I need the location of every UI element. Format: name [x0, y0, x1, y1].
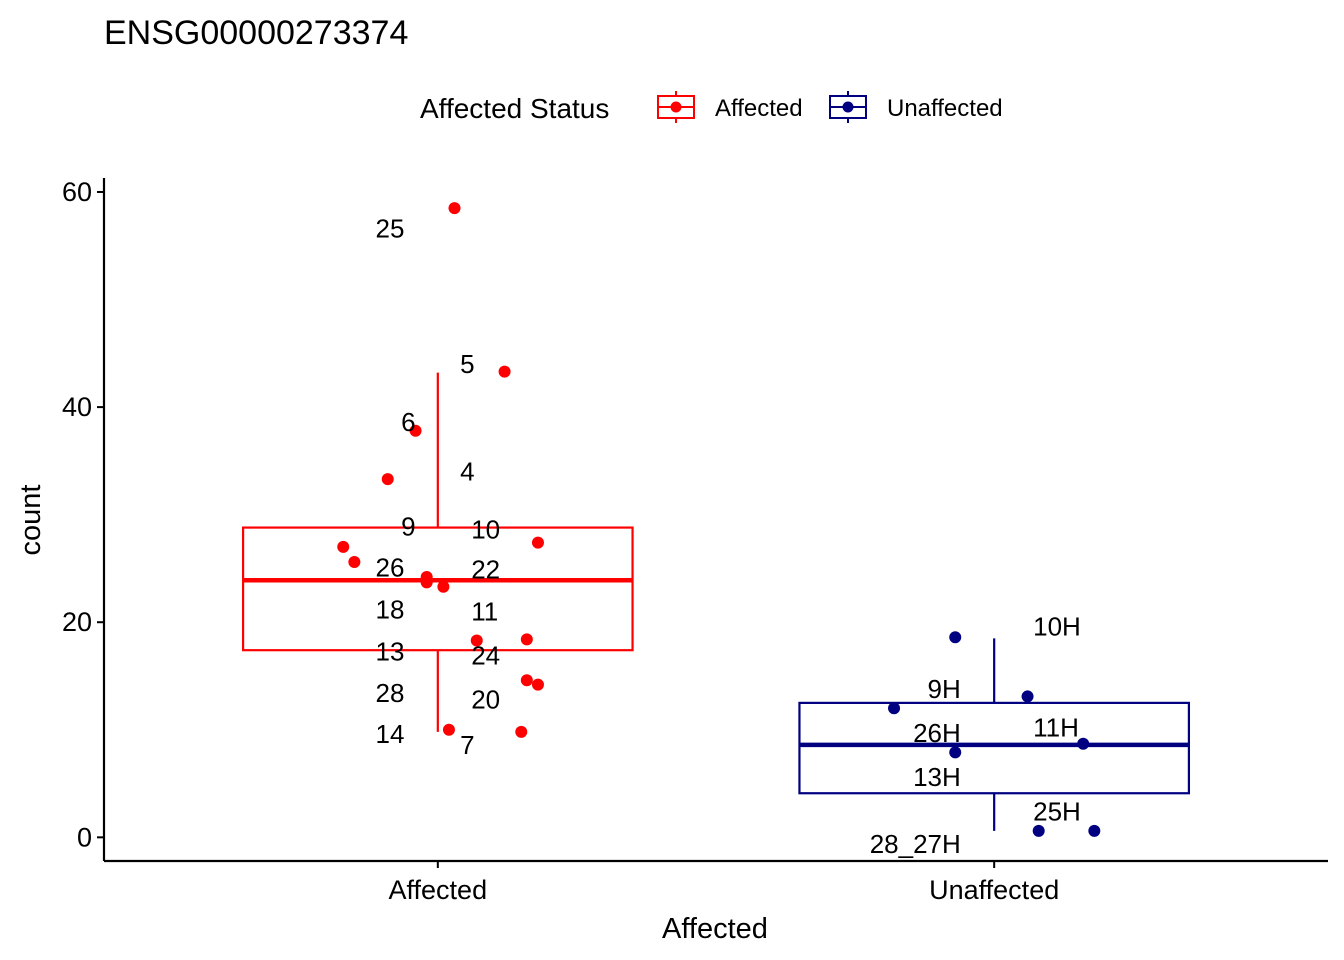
- legend-key-point: [842, 101, 854, 113]
- point-label: 4: [460, 457, 474, 487]
- y-axis-title: count: [15, 485, 47, 556]
- point-label: 11: [471, 596, 498, 626]
- box: [241, 526, 634, 652]
- point-label: 6: [401, 407, 415, 437]
- point-label: 24: [471, 641, 500, 671]
- legend-entry-unaffected: Unaffected: [829, 91, 1003, 123]
- point-label: 5: [460, 349, 474, 379]
- legend-entry-affected: Affected: [657, 91, 803, 123]
- plot-area: 0 20 40 60 Affected Unaffected 25 5 6 4 9 10 26 22 18…: [62, 177, 1328, 905]
- point-label: 10H: [1033, 612, 1081, 642]
- data-point: [409, 424, 422, 437]
- box: [798, 701, 1191, 795]
- point-label: 14: [376, 719, 405, 749]
- point-label: 11H: [1033, 713, 1079, 743]
- data-point: [1032, 824, 1045, 837]
- point-label: 13H: [913, 762, 961, 792]
- data-point: [437, 580, 450, 593]
- data-point: [498, 365, 511, 378]
- y-tick-label: 0: [77, 822, 92, 852]
- data-point: [381, 473, 394, 486]
- data-point: [1077, 737, 1090, 750]
- point-label: 9: [401, 511, 415, 541]
- data-point: [888, 702, 901, 715]
- point-label: 9H: [928, 674, 961, 704]
- data-point: [1021, 690, 1034, 703]
- data-point: [420, 576, 433, 589]
- data-point: [949, 746, 962, 759]
- data-point: [448, 202, 461, 215]
- data-point: [531, 536, 544, 549]
- x-tick-label: Unaffected: [929, 875, 1059, 905]
- data-point: [470, 634, 483, 647]
- x-tick-label: Affected: [389, 875, 488, 905]
- legend-label: Affected: [715, 95, 803, 122]
- point-label: 10: [471, 515, 500, 545]
- point-label: 13: [376, 636, 405, 666]
- x-axis-title: Affected: [662, 913, 768, 945]
- point-label: 26: [376, 552, 405, 582]
- data-point: [1088, 824, 1101, 837]
- point-label: 26H: [913, 718, 961, 748]
- point-label: 25H: [1033, 797, 1081, 827]
- data-point: [531, 678, 544, 691]
- point-label: 20: [471, 685, 500, 715]
- chart-title: ENSG00000273374: [104, 14, 408, 52]
- point-label: 28: [376, 678, 405, 708]
- y-tick-label: 40: [62, 392, 92, 422]
- data-point: [515, 725, 528, 738]
- boxplot-affected: [241, 372, 634, 732]
- legend-key-point: [670, 101, 682, 113]
- point-label: 7: [460, 730, 474, 760]
- legend: Affected Status Affected Unaffected: [420, 91, 1003, 124]
- data-point: [520, 633, 533, 646]
- point-label: 25: [376, 214, 405, 244]
- data-point: [442, 723, 455, 736]
- legend-label: Unaffected: [887, 95, 1003, 122]
- y-tick-label: 20: [62, 607, 92, 637]
- data-point: [520, 674, 533, 687]
- data-point: [949, 631, 962, 644]
- boxplot-unaffected: [798, 638, 1191, 831]
- legend-title: Affected Status: [420, 93, 609, 124]
- data-point: [337, 540, 350, 553]
- point-label: 22: [471, 555, 500, 585]
- data-point: [348, 555, 361, 568]
- point-label: 18: [376, 594, 405, 624]
- y-tick-label: 60: [62, 177, 92, 207]
- point-label: 28_27H: [870, 829, 961, 859]
